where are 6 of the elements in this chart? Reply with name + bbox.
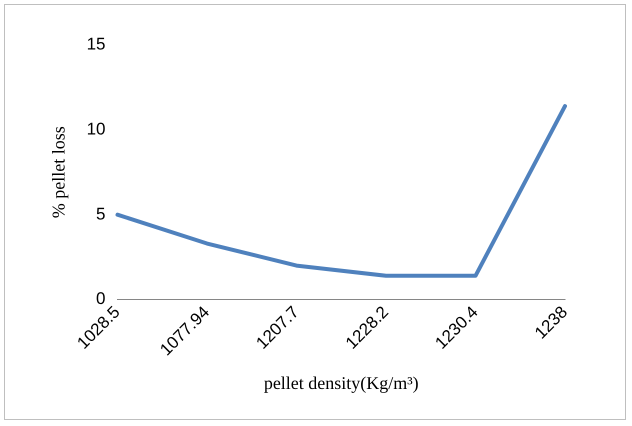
- y-tick-label: 15: [86, 34, 106, 54]
- y-tick-label: 5: [96, 204, 106, 224]
- y-tick-label: 10: [86, 120, 106, 139]
- y-axis-title: % pellet loss: [48, 126, 69, 218]
- x-axis-title: pellet density(Kg/m³): [264, 372, 419, 393]
- y-tick-label: 0: [96, 289, 106, 308]
